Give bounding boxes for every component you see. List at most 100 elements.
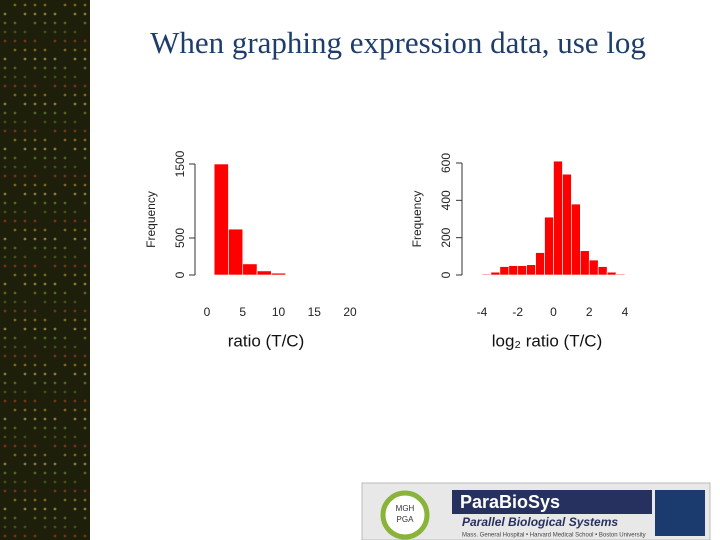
y-tick-label: 200 [439, 227, 453, 247]
histogram-bar [228, 228, 244, 276]
array-dot [63, 516, 67, 520]
array-dot [73, 273, 77, 277]
array-dot [73, 327, 77, 331]
array-dot [13, 210, 17, 214]
logo-badge: MGH [396, 504, 415, 513]
histogram-bar [242, 263, 258, 276]
array-dot [13, 354, 17, 358]
array-dot [53, 345, 57, 349]
array-dot [43, 498, 47, 502]
array-dot [63, 111, 67, 115]
array-dot [83, 372, 87, 376]
array-dot [23, 30, 27, 34]
array-dot [33, 336, 37, 340]
array-dot [33, 462, 37, 466]
array-dot [43, 300, 47, 304]
array-dot [13, 165, 17, 169]
array-dot [43, 228, 47, 232]
array-dot [3, 426, 7, 430]
array-dot [3, 30, 7, 34]
y-tick-label: 1500 [173, 150, 187, 177]
array-dot [83, 21, 87, 25]
array-dot [3, 390, 7, 394]
histogram-bar [553, 160, 563, 276]
array-dot [3, 210, 7, 214]
array-dot [43, 327, 47, 331]
histogram-bar [615, 273, 626, 276]
array-dot [63, 84, 67, 88]
array-dot [83, 381, 87, 385]
array-dot [23, 300, 27, 304]
array-dot [43, 192, 47, 196]
array-dot [63, 3, 67, 7]
array-dot [63, 138, 67, 142]
array-dot [53, 336, 57, 340]
array-dot [3, 480, 7, 484]
array-dot [3, 75, 7, 79]
array-dot [43, 120, 47, 124]
array-dot [33, 66, 37, 70]
array-dot [83, 3, 87, 7]
array-dot [53, 237, 57, 241]
array-dot [73, 3, 77, 7]
array-dot [73, 183, 77, 187]
array-dot [23, 165, 27, 169]
array-dot [83, 264, 87, 268]
array-dot [33, 498, 37, 502]
array-dot [13, 489, 17, 493]
array-dot [63, 156, 67, 160]
array-dot [13, 453, 17, 457]
logo: MGH PGA ParaBioSys Parallel Biological S… [361, 482, 711, 540]
y-tick-label: 600 [439, 153, 453, 173]
array-dot [13, 3, 17, 7]
array-dot [3, 345, 7, 349]
logo-affiliations: Mass. General Hospital • Harvard Medical… [462, 533, 646, 539]
array-dot [43, 75, 47, 79]
array-dot [63, 165, 67, 169]
array-dot [83, 84, 87, 88]
array-dot [13, 48, 17, 52]
array-dot [33, 534, 37, 538]
array-dot [83, 354, 87, 358]
x-tick-label: 0 [550, 305, 557, 319]
array-dot [23, 147, 27, 151]
array-dot [33, 102, 37, 106]
array-dot [83, 309, 87, 313]
array-dot [63, 120, 67, 124]
array-dot [83, 12, 87, 16]
array-dot [23, 282, 27, 286]
array-dot [73, 435, 77, 439]
array-dot [83, 147, 87, 151]
array-dot [43, 57, 47, 61]
array-dot [83, 462, 87, 466]
array-dot [73, 30, 77, 34]
array-dot [3, 300, 7, 304]
array-dot [13, 156, 17, 160]
array-dot [83, 318, 87, 322]
array-dot [23, 417, 27, 421]
array-dot [33, 183, 37, 187]
array-dot [43, 165, 47, 169]
array-dot [3, 309, 7, 313]
array-dot [73, 255, 77, 259]
array-dot [53, 165, 57, 169]
y-axis-label: Frequency [410, 191, 424, 248]
array-strip [0, 0, 90, 540]
array-dot [83, 39, 87, 43]
array-dot [63, 246, 67, 250]
array-dot [83, 471, 87, 475]
histogram-bar [588, 259, 599, 276]
array-dot [3, 66, 7, 70]
array-dot [83, 219, 87, 223]
array-dot [3, 282, 7, 286]
array-dot [73, 165, 77, 169]
array-dot [53, 444, 57, 448]
array-dot [13, 309, 17, 313]
array-dot [63, 39, 67, 43]
array-dot [23, 219, 27, 223]
array-dot [13, 390, 17, 394]
array-dot [83, 138, 87, 142]
array-dot [33, 363, 37, 367]
array-dot [3, 84, 7, 88]
